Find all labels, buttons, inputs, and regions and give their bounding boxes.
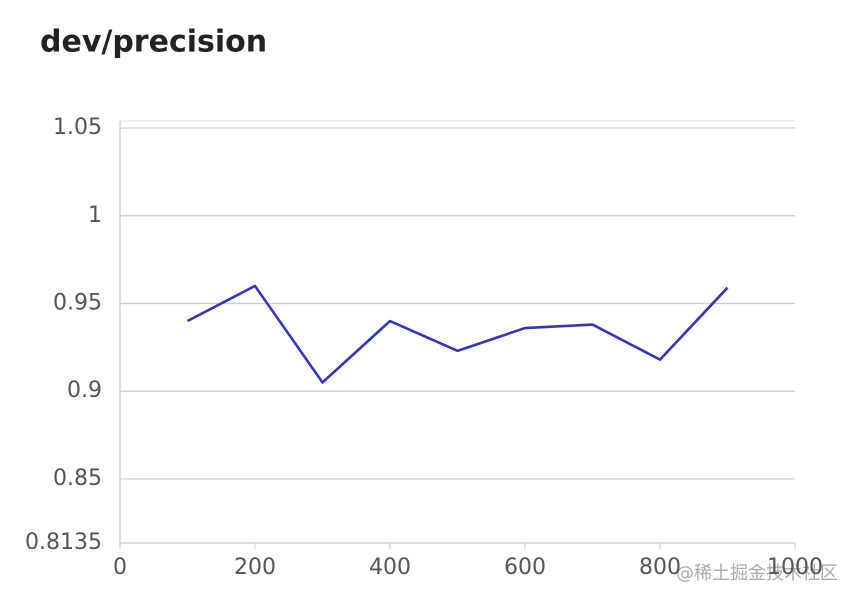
x-tick-label: 1000 [767, 555, 823, 580]
watermark: @稀土掘金技术社区 [676, 563, 838, 584]
y-tick-label: 1 [88, 203, 102, 228]
series-line [186, 284, 729, 384]
y-tick-label: 0.8135 [25, 530, 102, 555]
x-tick-label: 0 [113, 555, 127, 580]
x-tick-label: 800 [639, 555, 681, 580]
y-tick-label: 0.9 [67, 378, 102, 403]
chart-title: dev/precision [40, 25, 267, 60]
x-tick-label: 200 [234, 555, 276, 580]
x-tick-label: 400 [369, 555, 411, 580]
y-tick-label: 0.95 [53, 290, 102, 315]
x-tick-label: 600 [504, 555, 546, 580]
y-tick-label: 1.05 [53, 115, 102, 140]
y-tick-label: 0.85 [53, 466, 102, 491]
